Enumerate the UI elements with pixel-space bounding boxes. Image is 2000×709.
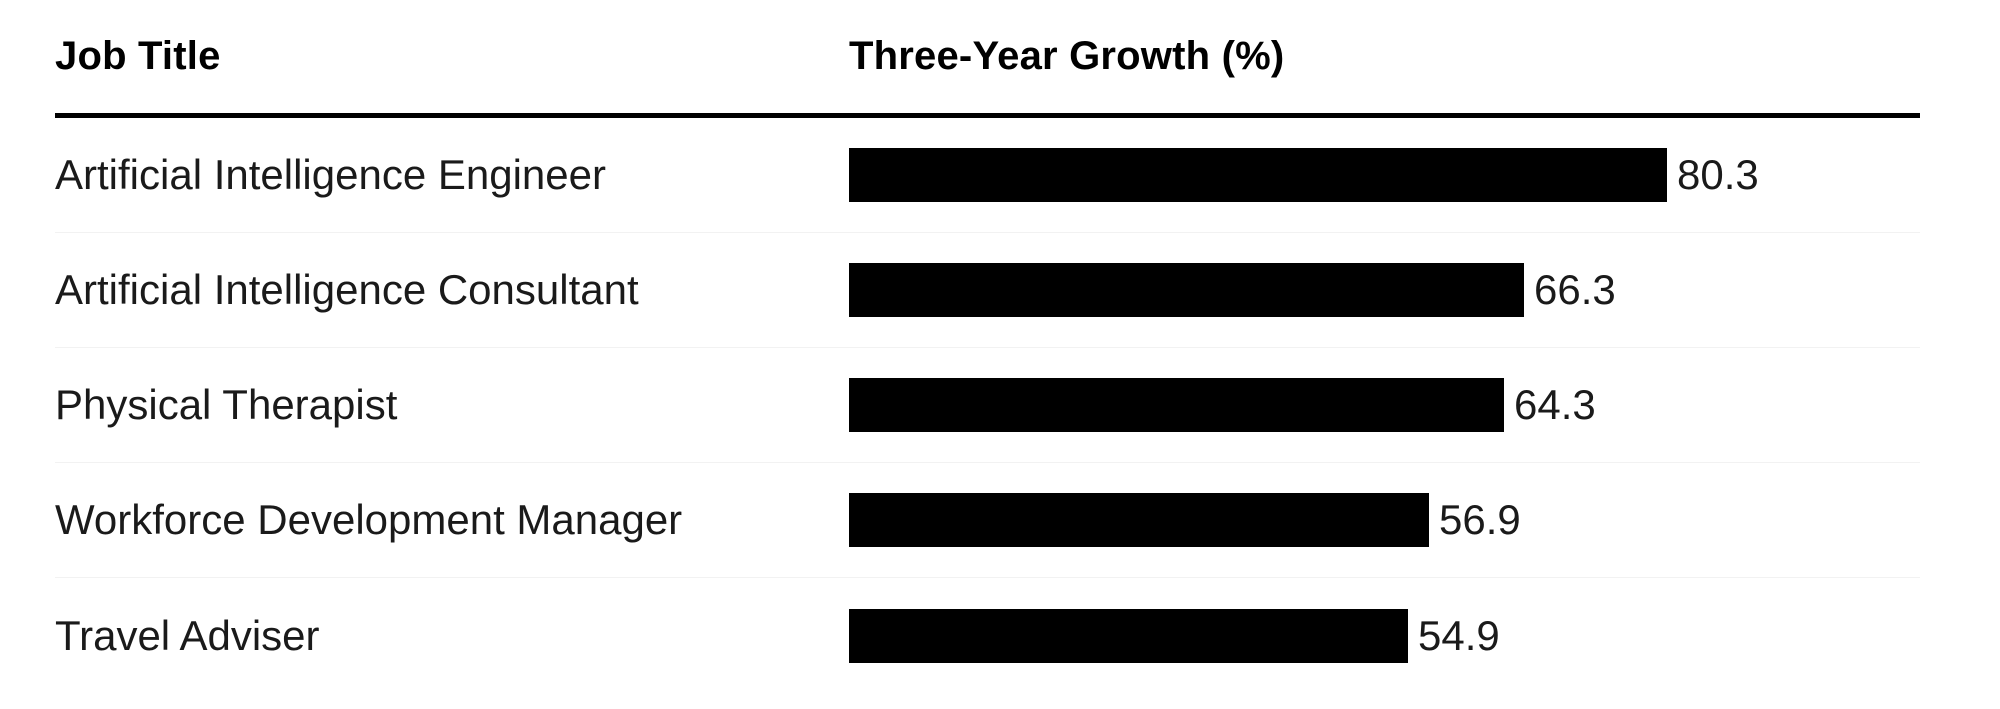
- growth-bar: [849, 378, 1504, 432]
- chart-rows: Artificial Intelligence Engineer 80.3 Ar…: [55, 118, 1920, 693]
- growth-bar: [849, 493, 1429, 547]
- table-header: Job Title Three-Year Growth (%): [55, 0, 1920, 118]
- bar-cell: 66.3: [849, 263, 1920, 317]
- table-row: Workforce Development Manager 56.9: [55, 463, 1920, 578]
- table-row: Artificial Intelligence Consultant 66.3: [55, 233, 1920, 348]
- bar-cell: 54.9: [849, 608, 1920, 663]
- growth-value-label: 66.3: [1534, 266, 1616, 313]
- bar-cell: 80.3: [849, 148, 1920, 202]
- job-title-label: Artificial Intelligence Consultant: [55, 266, 639, 313]
- table-row: Physical Therapist 64.3: [55, 348, 1920, 463]
- bar-cell: 64.3: [849, 378, 1920, 432]
- growth-bar: [849, 608, 1408, 663]
- growth-value-label: 54.9: [1418, 611, 1500, 659]
- growth-value-label: 64.3: [1514, 381, 1596, 428]
- column-header-growth: Three-Year Growth (%): [849, 34, 1285, 78]
- column-header-job-title: Job Title: [55, 34, 221, 78]
- growth-bar: [849, 263, 1524, 317]
- growth-bar: [849, 148, 1667, 202]
- growth-value-label: 56.9: [1439, 496, 1521, 543]
- table-row: Travel Adviser 54.9: [55, 578, 1920, 693]
- growth-value-label: 80.3: [1677, 151, 1759, 198]
- bar-cell: 56.9: [849, 493, 1920, 547]
- job-title-label: Workforce Development Manager: [55, 496, 683, 543]
- job-title-label: Travel Adviser: [55, 611, 320, 659]
- job-title-label: Artificial Intelligence Engineer: [55, 151, 606, 198]
- table-row: Artificial Intelligence Engineer 80.3: [55, 118, 1920, 233]
- job-title-label: Physical Therapist: [55, 381, 398, 428]
